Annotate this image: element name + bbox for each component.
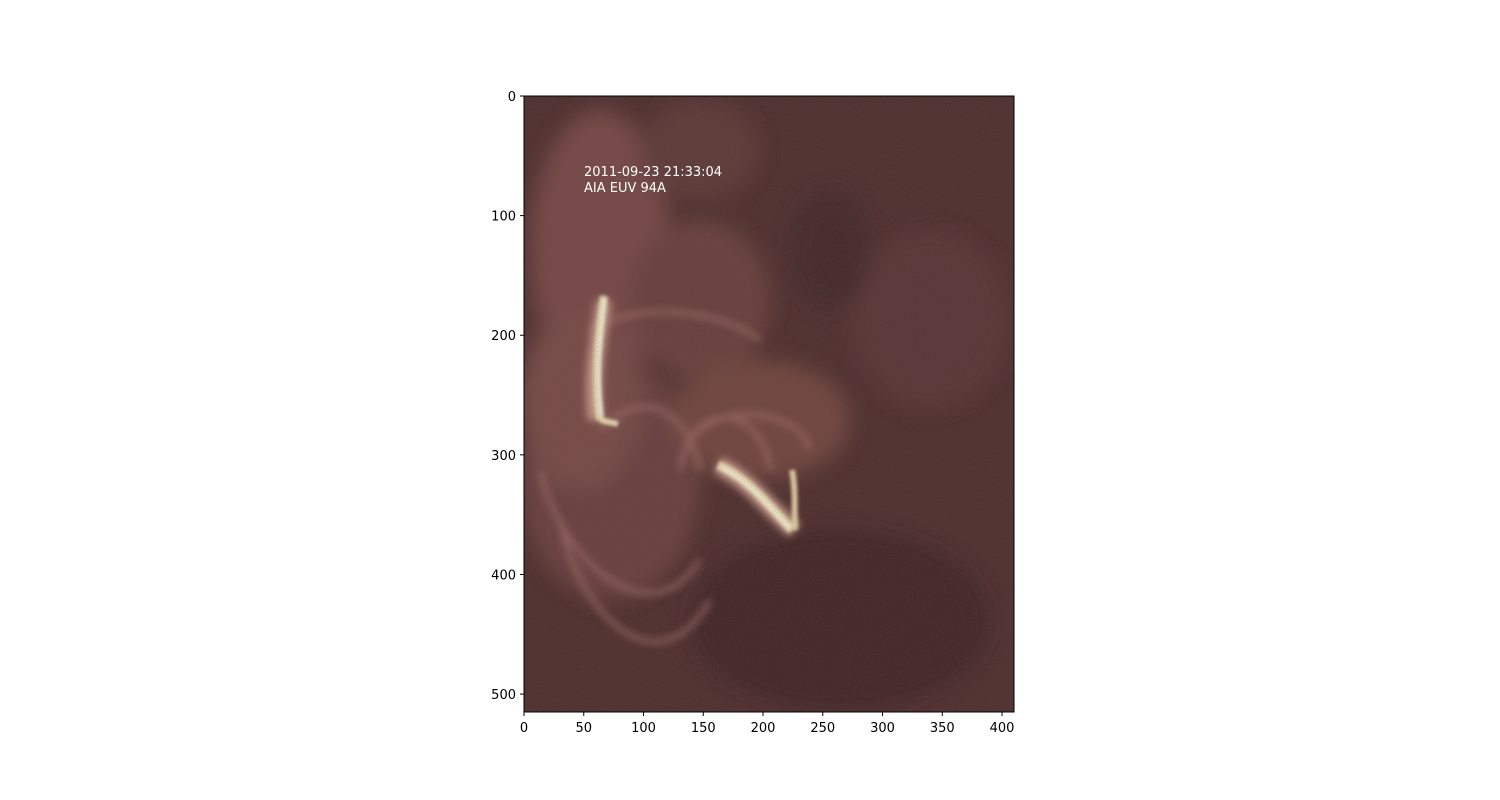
instrument-label: AIA EUV 94A	[584, 181, 666, 196]
x-tick-label: 250	[810, 721, 835, 736]
x-tick-label: 50	[575, 721, 592, 736]
axes-frame	[523, 95, 1015, 713]
y-tick-label: 500	[491, 688, 516, 703]
x-tick-label: 150	[691, 721, 716, 736]
y-tick-label: 400	[491, 568, 516, 583]
x-tick-label: 200	[751, 721, 776, 736]
timestamp-label: 2011-09-23 21:33:04	[584, 165, 722, 180]
y-tick-label: 300	[491, 449, 516, 464]
y-tick-label: 100	[491, 210, 516, 225]
y-tick-label: 200	[491, 329, 516, 344]
x-tick-label: 0	[520, 721, 528, 736]
x-tick-label: 100	[631, 721, 656, 736]
x-tick-label: 300	[870, 721, 895, 736]
y-axis: 0 100 200 300 400 500	[491, 90, 524, 703]
x-tick-label: 400	[990, 721, 1015, 736]
x-axis: 0 50 100 150 200 250 300 350 400	[520, 712, 1015, 736]
x-tick-label: 350	[930, 721, 955, 736]
euv-image	[524, 96, 1014, 712]
y-tick-label: 0	[508, 90, 516, 105]
